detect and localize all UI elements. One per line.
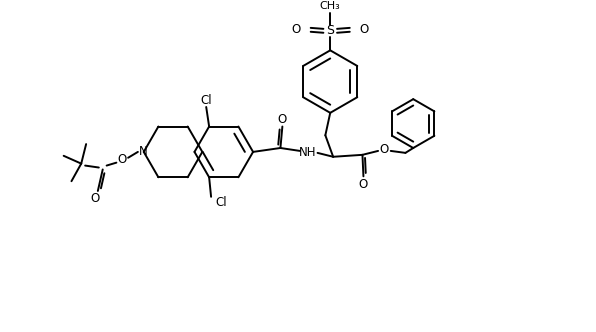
- Text: N: N: [139, 145, 148, 158]
- Text: O: O: [291, 23, 300, 36]
- Text: Cl: Cl: [200, 94, 212, 107]
- Text: O: O: [359, 178, 368, 191]
- Text: O: O: [360, 23, 369, 36]
- Text: Cl: Cl: [215, 196, 226, 209]
- Text: O: O: [379, 143, 389, 156]
- Text: CH₃: CH₃: [320, 1, 340, 11]
- Text: O: O: [90, 192, 100, 205]
- Text: O: O: [117, 153, 127, 166]
- Text: S: S: [326, 24, 334, 37]
- Text: NH: NH: [299, 146, 316, 159]
- Text: O: O: [278, 113, 287, 126]
